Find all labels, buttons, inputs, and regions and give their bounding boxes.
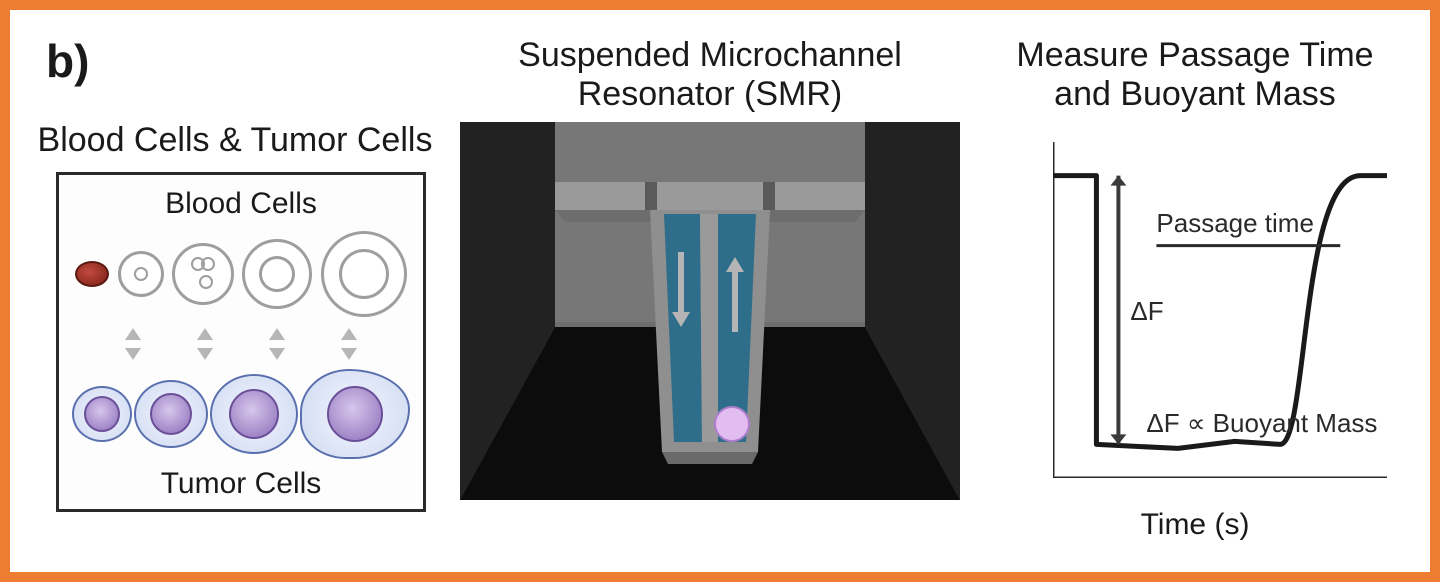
- tumor-cells-label: Tumor Cells: [161, 467, 322, 501]
- plot-area: ΔF Passage time ΔF ∝ Buoyant Mass: [1053, 142, 1387, 478]
- left-title: Blood Cells & Tumor Cells: [38, 76, 433, 160]
- passage-time-annotation: Passage time: [1156, 208, 1314, 239]
- blood-cell-large: [321, 231, 407, 317]
- figure-row: Blood Cells & Tumor Cells Blood Cells: [10, 10, 1430, 572]
- smr-render: [460, 122, 960, 500]
- left-panel: Blood Cells & Tumor Cells Blood Cells: [30, 26, 440, 552]
- x-axis-label: Time (s): [1141, 508, 1250, 542]
- blood-cell-rbc: [75, 261, 109, 287]
- compare-arrow-icon: [341, 328, 357, 360]
- deltaF-annotation: ΔF: [1130, 296, 1163, 327]
- right-title-line1: Measure Passage Time: [1016, 36, 1373, 74]
- blood-cells-label: Blood Cells: [165, 187, 317, 221]
- center-title-line2: Resonator (SMR): [578, 75, 843, 113]
- tumor-cell: [300, 369, 410, 459]
- tumor-cell-row: [71, 361, 411, 467]
- compare-arrow-row: [97, 327, 386, 361]
- frequency-time-graph: Frequency (Hz) ΔF Passage time: [995, 136, 1395, 496]
- compare-arrow-icon: [197, 328, 213, 360]
- right-title-line2: and Buoyant Mass: [1054, 75, 1336, 113]
- cell-schematic-box: Blood Cells Tum: [56, 172, 426, 512]
- center-panel: Suspended MicrochannelResonator (SMR): [440, 26, 980, 552]
- blood-cell-lymphocyte: [242, 239, 312, 309]
- tumor-cell: [72, 386, 132, 442]
- smr-svg: [460, 122, 960, 500]
- blood-cell-monocyte: [172, 243, 234, 305]
- compare-arrow-icon: [125, 328, 141, 360]
- center-title-line1: Suspended Microchannel: [518, 36, 902, 74]
- compare-arrow-icon: [269, 328, 285, 360]
- blood-cell-row: [71, 221, 411, 327]
- buoyant-mass-annotation: ΔF ∝ Buoyant Mass: [1146, 408, 1377, 439]
- right-title: Measure Passage Timeand Buoyant Mass: [1016, 30, 1373, 114]
- blood-cell-granulocyte: [118, 251, 164, 297]
- center-title: Suspended MicrochannelResonator (SMR): [518, 30, 902, 114]
- tumor-cell: [210, 374, 298, 454]
- right-panel: Measure Passage Timeand Buoyant Mass Fre…: [980, 26, 1410, 552]
- tumor-cell: [134, 380, 208, 448]
